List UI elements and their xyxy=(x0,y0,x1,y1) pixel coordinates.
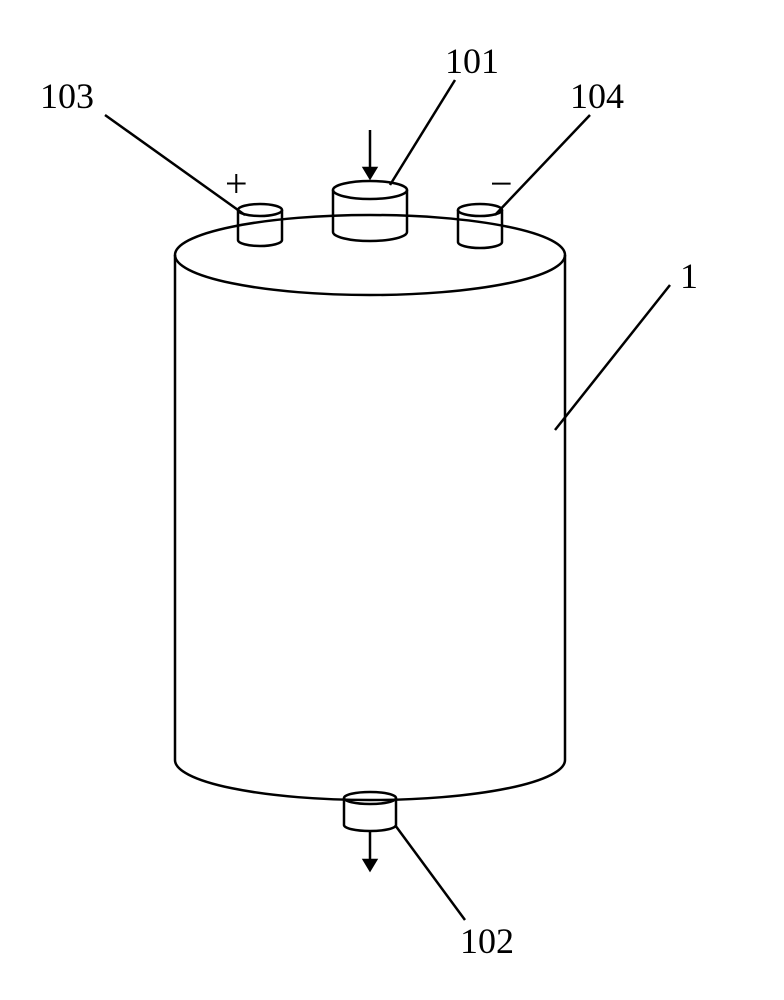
label-102: 102 xyxy=(460,920,514,962)
label-103: 103 xyxy=(40,75,94,117)
right-port xyxy=(458,204,502,248)
bottom-outlet-arrow xyxy=(364,830,376,870)
center-port xyxy=(333,181,407,241)
minus-symbol: − xyxy=(490,160,513,207)
label-101: 101 xyxy=(445,40,499,82)
bottom-port xyxy=(344,792,396,831)
label-104: 104 xyxy=(570,75,624,117)
label-1: 1 xyxy=(680,255,698,297)
top-inlet-arrow xyxy=(364,130,376,178)
plus-symbol: + xyxy=(225,160,248,207)
